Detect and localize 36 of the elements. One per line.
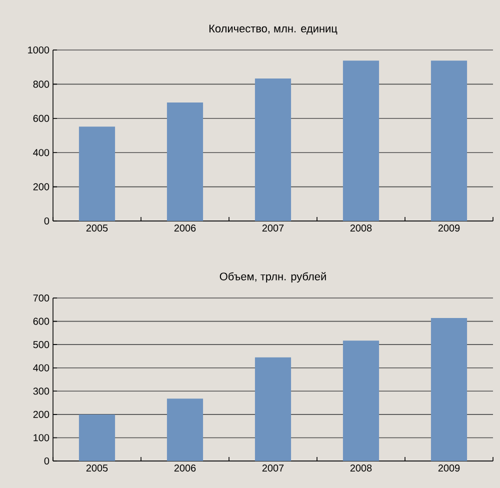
y-tick-label: 400 — [33, 364, 50, 372]
bar — [78, 414, 116, 462]
x-tick-label: 2009 — [438, 224, 460, 232]
bar — [78, 126, 116, 222]
bar — [166, 398, 204, 462]
bar — [166, 102, 204, 222]
y-tick-label: 1000 — [28, 46, 50, 54]
x-tick-label: 2008 — [350, 224, 372, 232]
x-tick-label: 2007 — [262, 224, 284, 232]
x-tick-label: 2009 — [438, 464, 460, 472]
y-tick-label: 0 — [44, 217, 50, 225]
y-tick-label: 600 — [33, 114, 50, 122]
y-tick-label: 200 — [33, 183, 50, 190]
y-tick-label: 500 — [33, 341, 50, 348]
y-tick-label: 600 — [33, 318, 50, 325]
bar — [342, 340, 380, 462]
y-tick-label: 300 — [33, 388, 50, 395]
y-tick-label: 200 — [33, 410, 50, 418]
y-tick-label: 0 — [44, 457, 50, 465]
y-tick-label: 400 — [33, 149, 50, 156]
x-tick-label: 2006 — [174, 224, 196, 232]
y-tick-label: 100 — [34, 434, 50, 442]
y-tick-label: 700 — [33, 294, 50, 302]
x-tick-label: 2005 — [86, 224, 108, 232]
x-tick-label: 2006 — [174, 464, 196, 472]
bar — [430, 318, 468, 462]
bar — [254, 357, 292, 462]
y-tick-label: 800 — [33, 80, 50, 88]
x-tick-label: 2005 — [86, 464, 108, 472]
chart-title: Количество, млн. единиц — [209, 24, 338, 35]
x-tick-label: 2008 — [350, 464, 372, 472]
bar — [430, 60, 468, 222]
x-tick-label: 2007 — [262, 464, 284, 472]
bar — [254, 78, 292, 222]
chart-title: Объем, трлн. рублей — [220, 272, 326, 283]
bar — [342, 60, 380, 222]
